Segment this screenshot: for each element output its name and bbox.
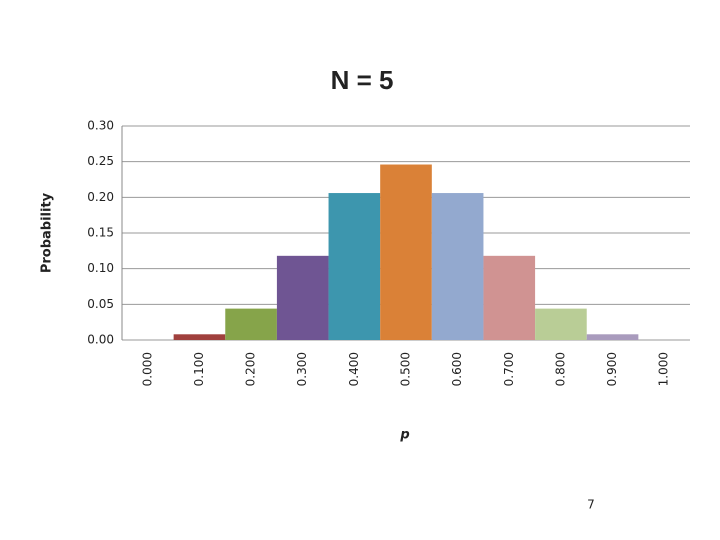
- y-tick-label: 0.15: [87, 226, 114, 240]
- bar: [483, 255, 536, 340]
- y-tick-label: 0.10: [87, 261, 114, 275]
- y-tick-label: 0.05: [87, 297, 114, 311]
- x-tick-label: 0.900: [605, 352, 619, 386]
- x-tick-label: 0.500: [399, 352, 413, 386]
- y-tick-label: 0.20: [87, 190, 114, 204]
- x-tick-label: 0.200: [244, 352, 258, 386]
- chart-title: N = 5: [331, 65, 394, 95]
- x-tick-label: 0.000: [140, 352, 154, 386]
- y-tick-label: 0.30: [87, 119, 114, 133]
- x-tick-label: 0.800: [553, 352, 567, 386]
- x-axis-label: p: [399, 428, 409, 443]
- y-tick-label: 0.00: [87, 333, 114, 347]
- page-number: 7: [587, 498, 595, 512]
- x-tick-label: 0.600: [450, 352, 464, 386]
- y-axis-label: Probability: [40, 192, 55, 273]
- y-tick-label: 0.25: [87, 154, 114, 168]
- x-tick-label: 0.700: [502, 352, 516, 386]
- x-tick-label: 0.100: [192, 352, 206, 386]
- x-tick-label: 0.300: [295, 352, 309, 386]
- bar: [535, 308, 587, 340]
- bar: [276, 255, 329, 340]
- bar: [380, 164, 432, 340]
- bar: [328, 193, 381, 340]
- bar: [431, 193, 484, 340]
- x-tick-label: 0.400: [347, 352, 361, 386]
- bar: [225, 308, 277, 340]
- x-tick-label: 1.000: [657, 352, 671, 386]
- bar: [173, 334, 226, 340]
- bar: [586, 334, 639, 340]
